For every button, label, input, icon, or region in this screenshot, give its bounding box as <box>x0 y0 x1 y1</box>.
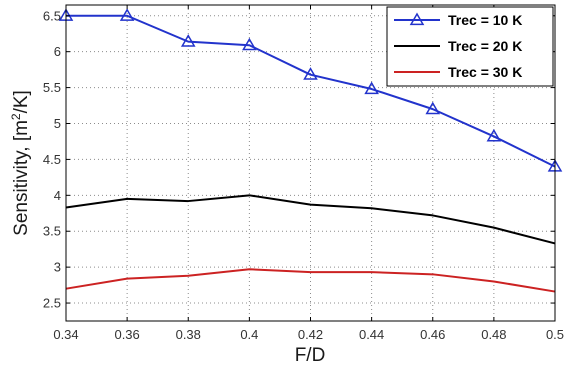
series-marker-1 <box>119 8 135 21</box>
x-tick-label: 0.46 <box>420 327 445 342</box>
x-tick-label: 0.48 <box>481 327 506 342</box>
y-tick-label: 4.5 <box>43 152 61 167</box>
x-tick-label: 0.36 <box>114 327 139 342</box>
series-line-2 <box>65 194 556 245</box>
series-marker-1 <box>303 67 318 80</box>
series-marker-1 <box>486 128 502 142</box>
x-tick-label: 0.4 <box>240 327 258 342</box>
series-line-1 <box>66 14 556 168</box>
series-marker-1 <box>364 81 379 95</box>
y-tick-label: 5 <box>54 116 61 131</box>
y-tick-label: 6 <box>54 44 61 59</box>
x-tick-label: 0.5 <box>546 327 564 342</box>
y-axis-title: Sensitivity, [m2/K] <box>9 90 32 236</box>
x-tick-labels: 0.34 0.36 0.38 0.4 0.42 0.44 0.46 0.48 0.5 <box>53 327 564 342</box>
axis-ticks <box>65 5 556 321</box>
y-axis-title-sup: 2 <box>9 113 23 120</box>
legend-marker-1 <box>409 12 425 26</box>
x-tick-label: 0.38 <box>176 327 201 342</box>
y-tick-label: 3 <box>54 260 61 275</box>
x-tick-label: 0.44 <box>359 327 384 342</box>
series-marker-1 <box>180 34 196 47</box>
x-tick-label: 0.42 <box>298 327 323 342</box>
series-marker-1 <box>425 101 441 115</box>
series-line-3 <box>65 268 556 293</box>
y-tick-label: 5.5 <box>43 80 61 95</box>
series-marker-1 <box>242 37 257 51</box>
y-tick-labels: 2.5 3 3.5 4 4.5 5 5.5 6 6.5 <box>43 8 61 310</box>
y-axis-title-end: /K] <box>11 90 32 113</box>
legend-label-3: Trec = 30 K <box>448 64 522 80</box>
y-tick-label: 6.5 <box>43 8 61 23</box>
legend-label-2: Trec = 20 K <box>448 38 522 54</box>
x-tick-label: 0.34 <box>53 327 78 342</box>
y-axis-title-main: Sensitivity, [m <box>11 120 32 236</box>
y-tick-label: 4 <box>54 188 61 203</box>
series-layer <box>58 8 563 293</box>
legend: Trec = 10 K Trec = 20 K Trec = 30 K <box>386 6 554 87</box>
y-tick-label: 2.5 <box>43 296 61 311</box>
y-tick-label: 3.5 <box>43 224 61 239</box>
legend-label-1: Trec = 10 K <box>448 12 522 28</box>
x-axis-title: F/D <box>295 345 326 366</box>
